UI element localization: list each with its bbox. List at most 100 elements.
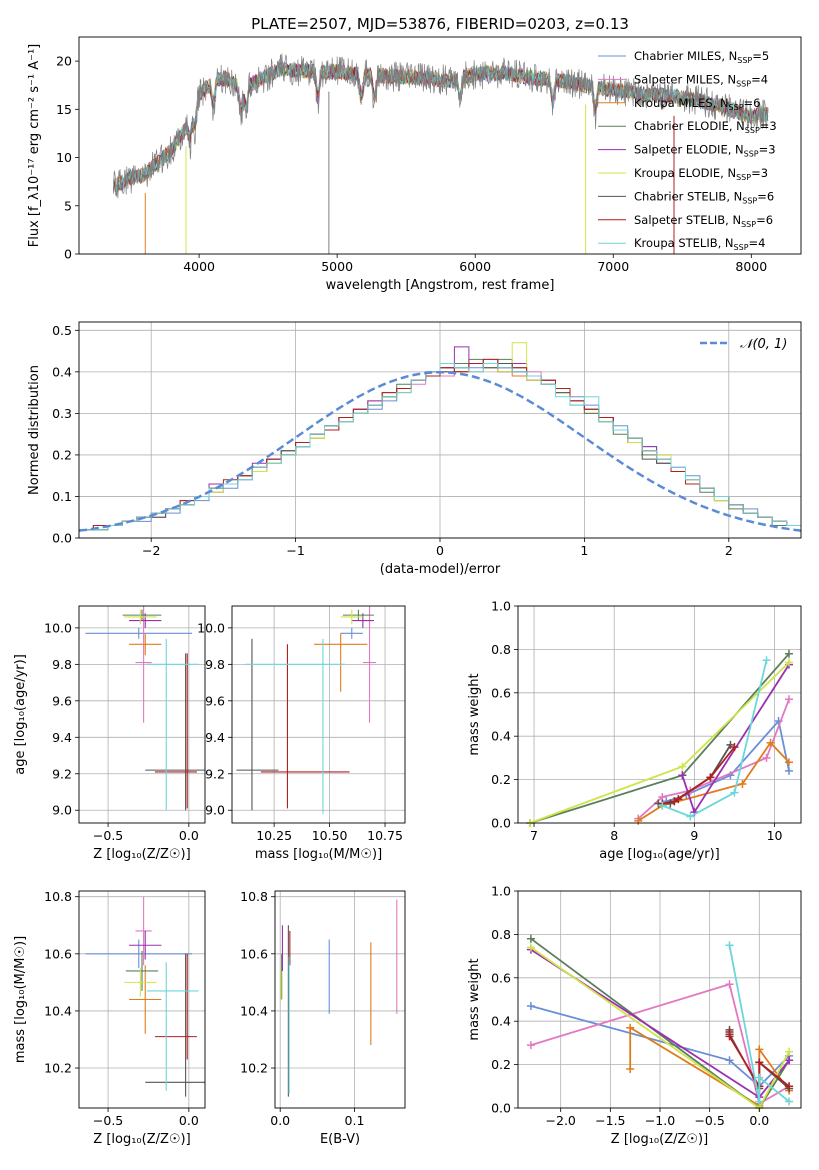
y-tick-label: 0.5 (52, 323, 72, 338)
legend-label-text: Salpeter ELODIE, N (634, 143, 744, 157)
axes-frame (274, 890, 406, 1109)
y-tick-label: 9.4 (52, 730, 72, 745)
weight-marker-chabrier-miles (725, 1056, 734, 1065)
x-tick-label: 0.0 (179, 828, 199, 843)
weight-marker-kroupa-stelib (785, 1097, 794, 1106)
legend-label-subscript: SSP (744, 150, 759, 159)
axes-frame (517, 890, 802, 1109)
y-tick-label: 0.8 (491, 642, 511, 657)
weight-marker-chabrier-stelib (666, 799, 675, 808)
x-axis-label: wavelength [Angstrom, rest frame] (326, 278, 555, 293)
weight-marker-kroupa-stelib (658, 801, 667, 810)
y-tick-label: 0.0 (52, 531, 72, 546)
x-tick-label: −0.5 (694, 1113, 724, 1128)
y-tick-label: 20 (56, 54, 72, 69)
y-tick-label: 0.6 (491, 685, 511, 700)
x-tick-label: 2 (725, 543, 733, 558)
x-tick-label: −2 (142, 543, 160, 558)
weight-marker-salpeter-elodie (678, 771, 687, 780)
axes-frame (78, 321, 802, 539)
weight-marker-salpeter-miles (526, 1041, 535, 1050)
weight-marker-salpeter-miles (762, 753, 771, 762)
x-tick-label: −1 (286, 543, 304, 558)
x-tick-label: −0.5 (93, 828, 123, 843)
x-axis-label: (data-model)/error (380, 562, 501, 577)
spectrum-plot-area (113, 53, 769, 254)
legend-label: Kroupa MILES, NSSP=6 (634, 96, 760, 112)
y-tick-label: 0.2 (491, 772, 511, 787)
x-tick-label: 8 (610, 828, 618, 843)
x-tick-label: 6000 (459, 259, 491, 274)
y-tick-label: 0.4 (52, 364, 72, 379)
y-tick-label: 9.8 (52, 657, 72, 672)
x-tick-label: 4000 (183, 259, 215, 274)
weight-marker-chabrier-elodie (526, 934, 535, 943)
x-tick-label: 7000 (597, 259, 629, 274)
weight-marker-chabrier-miles (784, 766, 793, 775)
weight-marker-salpeter-stelib (730, 743, 739, 752)
weight-marker-kroupa-miles (766, 738, 775, 747)
legend-label: Chabrier STELIB, NSSP=6 (634, 189, 774, 205)
x-axis-label: mass [log₁₀(M/M☉)] (255, 847, 382, 862)
legend-label-suffix: =4 (751, 72, 768, 86)
weight-marker-kroupa-miles (634, 816, 643, 825)
weight-marker-salpeter-elodie (785, 1056, 794, 1065)
legend-label: Kroupa STELIB, NSSP=4 (634, 236, 765, 252)
mass-vs-ebv-plot-area (280, 899, 398, 1097)
y-tick-label: 9.8 (205, 657, 225, 672)
x-tick-label: 10.75 (367, 828, 403, 843)
legend-label-suffix: =6 (757, 189, 774, 203)
x-tick-label: 0.0 (749, 1113, 769, 1128)
legend-label-suffix: =3 (760, 119, 777, 133)
mass-vs-ebv-panel: 0.0 0.1 10.2 10.4 10.6 10.8 E(B-V) (240, 889, 406, 1147)
x-tick-label: 7 (530, 828, 538, 843)
legend-label: Kroupa ELODIE, NSSP=3 (634, 166, 768, 182)
mass-weight-vs-Z-panel: −2.0 −1.5 −1.0 −0.5 0.0 0.0 0.2 0.4 0.6 0.8 1.0 Z [… (467, 884, 802, 1147)
legend-label-text: Chabrier STELIB, N (634, 189, 742, 203)
weight-marker-salpeter-miles (784, 695, 793, 704)
y-tick-label: 10.0 (44, 620, 72, 635)
weight-marker-kroupa-stelib (755, 1097, 764, 1106)
x-tick-label: 0.1 (345, 1113, 365, 1128)
x-axis-label: E(B-V) (320, 1132, 360, 1147)
axes-frame (231, 605, 406, 824)
weight-marker-salpeter-stelib (674, 795, 683, 804)
weight-marker-kroupa-stelib (725, 941, 734, 950)
y-tick-label: 0 (64, 247, 72, 262)
legend-label-suffix: =4 (749, 236, 766, 250)
legend-label-subscript: SSP (729, 103, 744, 112)
weight-marker-kroupa-miles (784, 758, 793, 767)
x-tick-label: 10.50 (312, 828, 348, 843)
legend-label-subscript: SSP (734, 243, 749, 252)
y-tick-label: 0.2 (52, 447, 72, 462)
axes-frame (78, 890, 206, 1109)
x-tick-label: 5000 (321, 259, 353, 274)
x-tick-label: 0 (436, 543, 444, 558)
residual-histogram-panel: −2 −1 0 1 2 0.0 0.1 0.2 0.3 0.4 0.5 (data-model)/er… (27, 321, 802, 577)
weight-marker-chabrier-stelib (726, 740, 735, 749)
legend-label-text: Chabrier ELODIE, N (634, 119, 745, 133)
y-tick-label: 1.0 (491, 599, 511, 614)
y-tick-label: 10.2 (44, 1061, 72, 1076)
y-tick-label: 0.4 (491, 1014, 511, 1029)
weight-marker-kroupa-stelib (730, 788, 739, 797)
x-tick-label: 10.25 (256, 828, 292, 843)
legend-label-suffix: =6 (744, 96, 761, 110)
x-tick-label: −1.5 (595, 1113, 625, 1128)
weight-marker-kroupa-miles (738, 779, 747, 788)
legend-label-suffix: =6 (756, 213, 773, 227)
weight-line-kroupa-stelib (661, 660, 768, 818)
y-tick-label: 10.6 (240, 946, 268, 961)
weight-marker-kroupa-stelib (762, 656, 771, 665)
y-tick-label: 0.1 (52, 489, 72, 504)
weight-marker-kroupa-elodie (785, 1047, 794, 1056)
y-tick-label: 1.0 (491, 884, 511, 899)
x-tick-label: 0.0 (179, 1113, 199, 1128)
y-tick-label: 10.6 (44, 946, 72, 961)
weight-marker-kroupa-elodie (678, 762, 687, 771)
legend-label-subscript: SSP (745, 126, 760, 135)
legend-label-suffix: =3 (759, 143, 776, 157)
y-axis-label: mass [log₁₀(M/M☉)] (13, 936, 28, 1063)
